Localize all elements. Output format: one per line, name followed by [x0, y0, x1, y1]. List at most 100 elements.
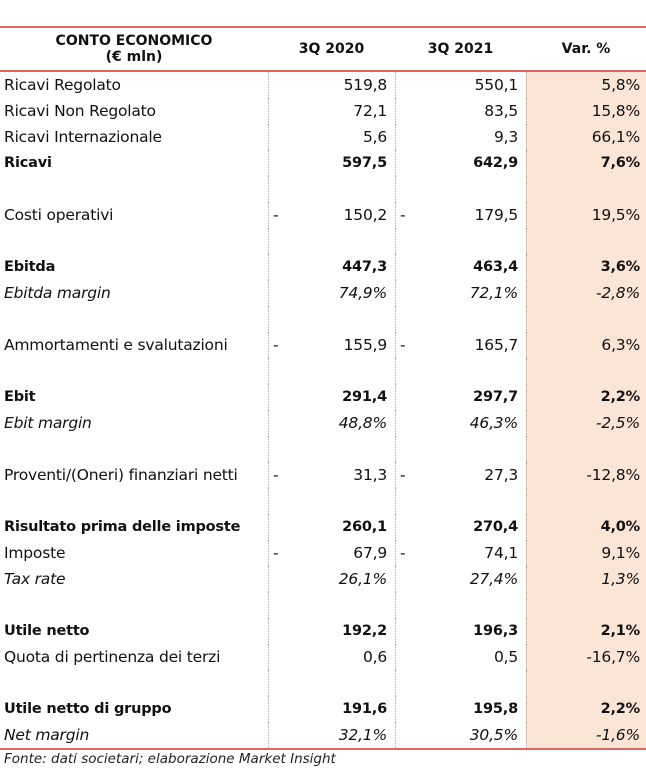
row-label-value: Ricavi Non Regolato — [4, 102, 156, 120]
cell-3q2021 — [395, 592, 526, 618]
cell-var-value: 7,6% — [600, 155, 641, 171]
cell-var — [526, 176, 646, 202]
row-label — [0, 592, 268, 618]
row-label: Ricavi Internazionale — [0, 124, 268, 150]
cell-3q2021-value: 463,4 — [473, 259, 518, 275]
cell-3q2021-value: 195,8 — [473, 701, 518, 717]
table-row: Net margin 32,1% 30,5% -1,6% — [0, 722, 646, 748]
cell-var-value: 66,1% — [591, 128, 640, 146]
cell-3q2020: - 150,2 — [268, 202, 395, 228]
cell-var — [526, 228, 646, 254]
cell-3q2020-value: 26,1% — [338, 570, 387, 588]
cell-var-value: 2,2% — [600, 701, 641, 717]
cell-3q2020: 597,5 — [268, 150, 395, 176]
table-row: Ricavi Regolato 519,8 550,1 5,8% — [0, 72, 646, 98]
cell-3q2021: 550,1 — [395, 72, 526, 98]
cell-3q2020: - 155,9 — [268, 332, 395, 358]
cell-3q2020-value: 291,4 — [342, 389, 387, 405]
cell-3q2020: 74,9% — [268, 280, 395, 306]
cell-3q2021: 27,4% — [395, 566, 526, 592]
row-label — [0, 488, 268, 514]
cell-var: 9,1% — [526, 540, 646, 566]
cell-var: 2,1% — [526, 618, 646, 644]
bottom-rule — [0, 748, 646, 750]
spacer-row — [0, 488, 646, 514]
cell-3q2020 — [268, 670, 395, 696]
table-row: Proventi/(Oneri) finanziari netti -31,3-2… — [0, 462, 646, 488]
cell-3q2020 — [268, 358, 395, 384]
cell-3q2021: - 165,7 — [395, 332, 526, 358]
cell-var: -12,8% — [526, 462, 646, 488]
cell-3q2021-value: 30,5% — [469, 726, 518, 744]
row-label-value: Proventi/(Oneri) finanziari netti — [4, 466, 238, 484]
cell-var: 66,1% — [526, 124, 646, 150]
cell-3q2020-value: 0,6 — [362, 648, 387, 666]
cell-var — [526, 436, 646, 462]
cell-3q2020 — [268, 176, 395, 202]
row-label: Tax rate — [0, 566, 268, 592]
cell-var — [526, 670, 646, 696]
cell-3q2020: 32,1% — [268, 722, 395, 748]
cell-var-value: -16,7% — [586, 648, 640, 666]
cell-3q2021-value: 27,4% — [469, 570, 518, 588]
cell-3q2020: 260,1 — [268, 514, 395, 540]
cell-3q2020-value: 191,6 — [342, 701, 387, 717]
cell-var-value: 4,0% — [600, 519, 641, 535]
cell-3q2020 — [268, 488, 395, 514]
table-row: Ebitda 447,3 463,4 3,6% — [0, 254, 646, 280]
header-title-line1: CONTO ECONOMICO — [55, 33, 213, 49]
cell-var: 19,5% — [526, 202, 646, 228]
row-label: Ebitda margin — [0, 280, 268, 306]
row-label: Proventi/(Oneri) finanziari netti — [0, 462, 268, 488]
negative-sign: - — [400, 206, 406, 224]
table-row: Ricavi 597,5 642,9 7,6% — [0, 150, 646, 176]
cell-var-value: 9,1% — [601, 544, 640, 562]
row-label: Ricavi — [0, 150, 268, 176]
cell-3q2020: 0,6 — [268, 644, 395, 670]
cell-3q2020: - 67,9 — [268, 540, 395, 566]
header-var: Var. % — [561, 41, 611, 57]
cell-3q2020: 447,3 — [268, 254, 395, 280]
row-label-value: Ricavi Regolato — [4, 76, 121, 94]
table-row: Quota di pertinenza dei terzi 0,6 0,5 -16,7… — [0, 644, 646, 670]
table-row: Utile netto di gruppo 191,6 195,8 2,2% — [0, 696, 646, 722]
cell-3q2021: 9,3 — [395, 124, 526, 150]
row-label-value: Net margin — [4, 726, 90, 744]
spacer-row — [0, 306, 646, 332]
spacer-row — [0, 228, 646, 254]
cell-var-value: 5,8% — [601, 76, 640, 94]
row-label: Ricavi Regolato — [0, 72, 268, 98]
spacer-row — [0, 176, 646, 202]
cell-var-value: 6,3% — [601, 336, 640, 354]
cell-3q2021-value: 72,1% — [469, 284, 518, 302]
cell-var: -2,5% — [526, 410, 646, 436]
source-note: Fonte: dati societari; elaborazione Mark… — [4, 751, 336, 767]
cell-3q2021: - 74,1 — [395, 540, 526, 566]
cell-3q2020-value: 74,9% — [338, 284, 387, 302]
table-row: Ebit margin 48,8% 46,3% -2,5% — [0, 410, 646, 436]
row-label-value: Ebitda margin — [4, 284, 111, 302]
cell-3q2021: - 179,5 — [395, 202, 526, 228]
row-label-value: Ebit — [4, 389, 36, 405]
table-row: Ricavi Non Regolato 72,1 83,5 15,8% — [0, 98, 646, 124]
cell-3q2021: 195,8 — [395, 696, 526, 722]
cell-3q2021: 297,7 — [395, 384, 526, 410]
cell-3q2020-value: 192,2 — [342, 623, 387, 639]
cell-3q2020-value: 519,8 — [343, 76, 388, 94]
cell-3q2020-value: 155,9 — [343, 336, 388, 354]
cell-3q2020 — [268, 436, 395, 462]
cell-3q2021 — [395, 176, 526, 202]
cell-var: 7,6% — [526, 150, 646, 176]
cell-3q2021-value: 0,5 — [493, 648, 518, 666]
cell-3q2020: 291,4 — [268, 384, 395, 410]
cell-var: 6,3% — [526, 332, 646, 358]
cell-var: -2,8% — [526, 280, 646, 306]
top-rule — [0, 26, 646, 28]
spacer-row — [0, 592, 646, 618]
cell-3q2020 — [268, 306, 395, 332]
negative-sign: - — [273, 466, 279, 484]
cell-3q2020 — [268, 228, 395, 254]
cell-3q2021 — [395, 436, 526, 462]
row-label — [0, 358, 268, 384]
row-label-value: Utile netto di gruppo — [4, 701, 172, 717]
